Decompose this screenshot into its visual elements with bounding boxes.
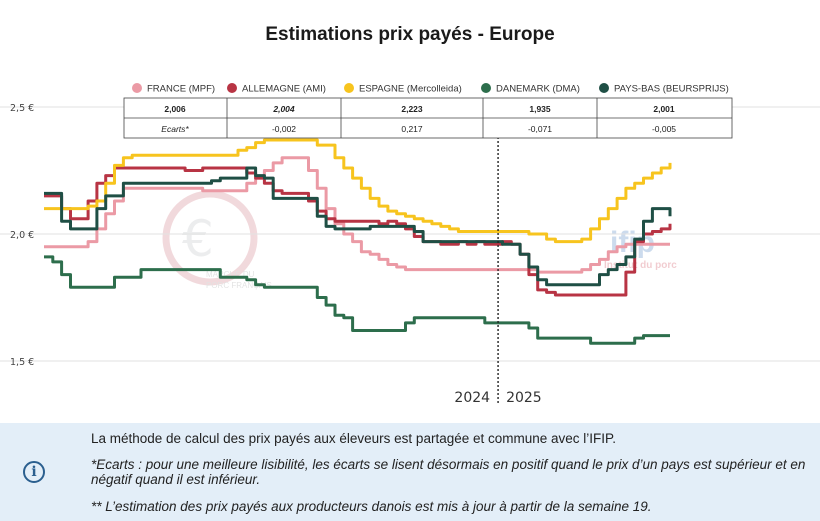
watermark-ifip: ifip Institut du porc bbox=[604, 226, 677, 271]
note-denmark: ** L’estimation des prix payés aux produ… bbox=[91, 499, 652, 514]
watermark-ifip-text: Institut du porc bbox=[604, 260, 677, 271]
table-ecart-danemark: -0,071 bbox=[528, 124, 552, 134]
legend: FRANCE (MPF) ALLEMAGNE (AMI) ESPAGNE (Merc… bbox=[132, 83, 729, 95]
note-methodology: La méthode de calcul des prix payés aux … bbox=[91, 431, 617, 446]
series-line-0 bbox=[44, 156, 670, 274]
table-ecart-espagne: 0,217 bbox=[401, 124, 423, 134]
table-ecart-allemagne: -0,002 bbox=[272, 124, 296, 134]
legend-label: PAYS-BAS (BEURSPRIJS) bbox=[614, 84, 729, 95]
note-ecarts: *Ecarts : pour une meilleure lisibilité,… bbox=[91, 457, 806, 487]
series-line-1 bbox=[44, 166, 672, 297]
y-tick-label: 2,0 € bbox=[10, 230, 34, 241]
legend-swatch bbox=[481, 83, 491, 93]
table-value-paysbas: 2,001 bbox=[653, 104, 675, 114]
y-tick-labels: 1,5 € 2,0 € 2,5 € bbox=[10, 103, 34, 368]
legend-swatch bbox=[344, 83, 354, 93]
table-ecart-paysbas: -0,005 bbox=[652, 124, 676, 134]
watermark-left-line1: MARCHÉ DU bbox=[206, 270, 255, 279]
y-tick-label: 1,5 € bbox=[10, 357, 34, 368]
watermark-ifip-logo: ifip bbox=[610, 226, 655, 259]
legend-label: ALLEMAGNE (AMI) bbox=[242, 84, 326, 95]
legend-label: FRANCE (MPF) bbox=[147, 84, 215, 95]
svg-text:€: € bbox=[182, 210, 214, 268]
watermark-marche-porc: € MARCHÉ DU PORC FRANÇAIS bbox=[162, 190, 272, 290]
legend-swatch bbox=[599, 83, 609, 93]
series-line-2 bbox=[44, 138, 672, 244]
series-line-3 bbox=[44, 255, 670, 345]
watermark-left-line2: PORC FRANÇAIS bbox=[206, 281, 272, 290]
chart-title: Estimations prix payés - Europe bbox=[265, 24, 554, 45]
price-chart: Estimations prix payés - Europe € MARCHÉ… bbox=[0, 24, 820, 406]
legend-label: ESPAGNE (Mercolleida) bbox=[359, 84, 462, 95]
year-label-2024: 2024 bbox=[454, 390, 490, 406]
table-value-france: 2,006 bbox=[164, 104, 186, 114]
table-value-danemark: 1,935 bbox=[529, 104, 551, 114]
y-tick-label: 2,5 € bbox=[10, 103, 34, 114]
legend-swatch bbox=[227, 83, 237, 93]
table-ecarts-label: Ecarts* bbox=[161, 124, 189, 134]
year-label-2025: 2025 bbox=[506, 390, 542, 406]
info-icon: i bbox=[23, 461, 45, 483]
series-lines bbox=[44, 138, 672, 345]
series-line-4 bbox=[44, 166, 672, 287]
legend-label: DANEMARK (DMA) bbox=[496, 84, 580, 95]
legend-swatch bbox=[132, 83, 142, 93]
summary-table: 2,006 2,004 2,223 1,935 2,001 Ecarts* -0… bbox=[123, 97, 733, 139]
notes-panel: i La méthode de calcul des prix payés au… bbox=[0, 423, 820, 521]
table-value-allemagne: 2,004 bbox=[272, 104, 295, 114]
table-value-espagne: 2,223 bbox=[401, 104, 423, 114]
